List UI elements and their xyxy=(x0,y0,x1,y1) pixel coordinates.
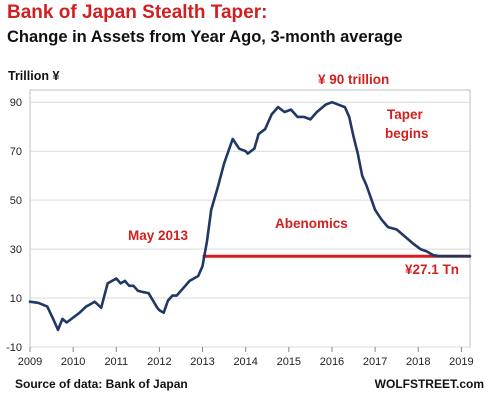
y-tick-label: 90 xyxy=(10,97,22,109)
y-tick-label: 10 xyxy=(10,293,22,305)
y-axis-label: Trillion ¥ xyxy=(8,69,59,83)
x-tick-label: 2017 xyxy=(363,356,387,368)
x-tick-label: 2019 xyxy=(449,356,473,368)
y-tick-label: 30 xyxy=(10,244,22,256)
x-tick-label: 2010 xyxy=(61,356,85,368)
chart-title: Bank of Japan Stealth Taper: xyxy=(7,2,268,23)
abenomics-annotation: Abenomics xyxy=(275,216,348,231)
y-tick-label: 50 xyxy=(10,195,22,207)
brand-link[interactable]: WOLFSTREET.com xyxy=(374,377,484,391)
y-tick-label: 70 xyxy=(10,146,22,158)
may2013-annotation: May 2013 xyxy=(128,228,189,243)
x-tick-label: 2009 xyxy=(18,356,42,368)
series-line xyxy=(28,100,472,332)
latest-value-annotation: ¥27.1 Tn xyxy=(405,262,459,277)
source-note: Source of data: Bank of Japan xyxy=(15,377,188,391)
taper-annotation-line1: Taper xyxy=(387,107,424,122)
y-tick-label: -10 xyxy=(6,342,22,354)
x-tick-label: 2015 xyxy=(277,356,301,368)
peak-annotation: ¥ 90 trillion xyxy=(318,72,389,87)
x-tick-label: 2012 xyxy=(147,356,171,368)
x-tick-label: 2014 xyxy=(233,356,257,368)
x-tick-label: 2013 xyxy=(190,356,214,368)
taper-annotation-line2: begins xyxy=(385,126,429,141)
x-tick-label: 2018 xyxy=(406,356,430,368)
x-tick-label: 2016 xyxy=(320,356,344,368)
x-tick-label: 2011 xyxy=(104,356,128,368)
chart-subtitle: Change in Assets from Year Ago, 3-month … xyxy=(7,28,403,46)
